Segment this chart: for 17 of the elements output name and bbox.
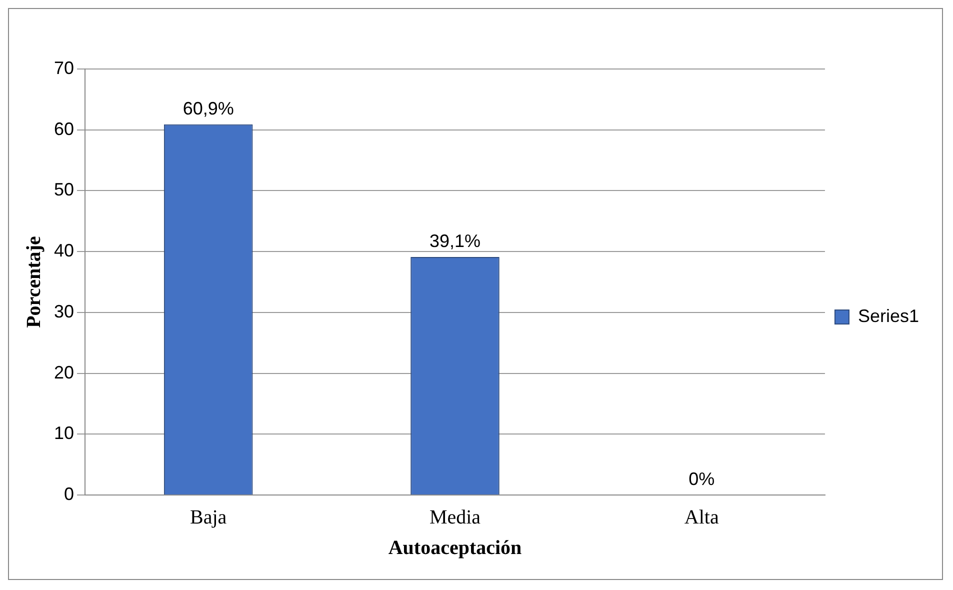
y-tick-label: 50 — [54, 180, 74, 200]
data-label: 0% — [688, 468, 715, 489]
y-tick-label: 30 — [54, 301, 74, 322]
x-axis-title: Autoaceptación — [388, 537, 522, 560]
y-tick-label: 0 — [64, 484, 74, 504]
data-label: 60,9% — [182, 98, 234, 118]
y-tick-label: 40 — [54, 240, 74, 261]
y-tick-label: 70 — [54, 58, 74, 78]
y-tick-label: 10 — [54, 423, 74, 444]
x-tick-label: Media — [429, 506, 481, 528]
y-tick-label: 60 — [54, 118, 74, 139]
x-tick-label: Alta — [684, 506, 719, 528]
data-label: 39,1% — [429, 231, 481, 252]
y-tick-label: 20 — [54, 362, 74, 382]
legend-label: Series1 — [858, 306, 919, 326]
x-tick-label: Baja — [190, 506, 227, 528]
y-axis-title: Porcentaje — [23, 236, 46, 328]
